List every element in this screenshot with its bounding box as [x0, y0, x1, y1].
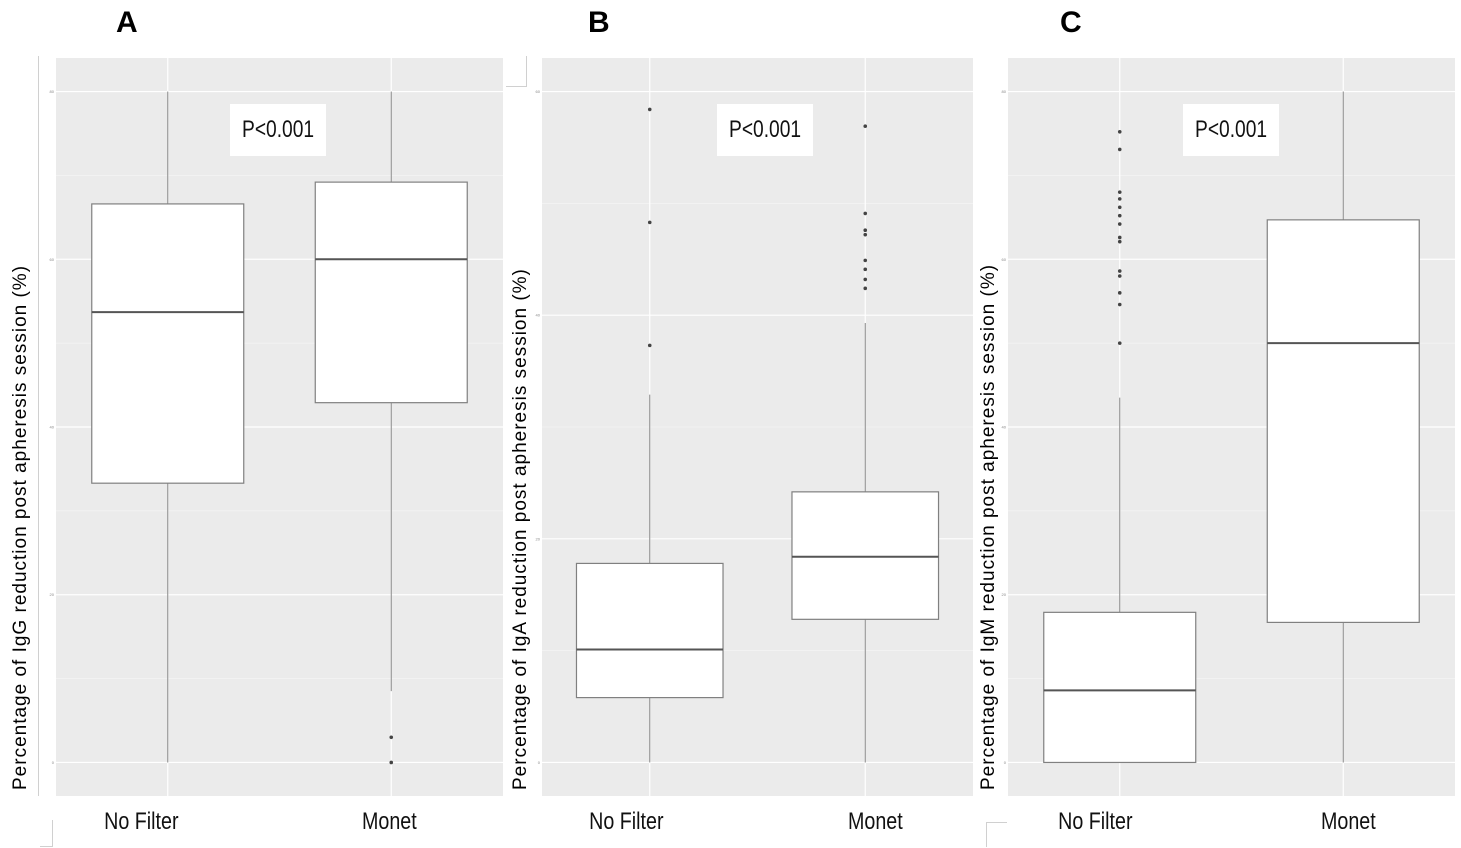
y-axis-label-b: Percentage of IgA reduction post apheres…: [510, 140, 532, 790]
y-tick-label-c-3: 60: [1002, 257, 1007, 262]
x-tick-no-filter-a: No Filter: [104, 808, 178, 836]
y-tick-label-b-1: 20: [536, 536, 541, 541]
box-a-0: [92, 204, 244, 483]
outlier-point-c-0-0: [1118, 341, 1122, 345]
box-a-1: [315, 182, 467, 403]
outlier-point-b-1-1: [863, 278, 867, 282]
outlier-point-b-0-2: [648, 108, 652, 112]
crop-edge-d: [986, 822, 1007, 847]
y-tick-label-c-2: 40: [1002, 425, 1007, 430]
crop-edge-c: [40, 820, 53, 847]
y-tick-label-a-2: 40: [50, 425, 55, 430]
outlier-point-c-0-12: [1118, 148, 1122, 152]
y-tick-label-c-1: 20: [1002, 592, 1007, 597]
x-tick-monet-b: Monet: [848, 808, 903, 836]
x-tick-monet-a: Monet: [362, 808, 417, 836]
outlier-point-b-1-2: [863, 268, 867, 272]
y-tick-label-a-1: 20: [50, 592, 55, 597]
y-tick-label-c-0: 0: [1004, 760, 1007, 765]
outlier-point-b-1-5: [863, 228, 867, 232]
y-tick-label-b-2: 40: [536, 313, 541, 318]
crop-edge-b: [506, 56, 527, 87]
outlier-point-b-1-4: [863, 233, 867, 237]
x-tick-monet-c: Monet: [1321, 808, 1376, 836]
p-value-b: P<0.001: [717, 104, 813, 156]
outlier-point-c-0-10: [1118, 197, 1122, 201]
outlier-point-c-0-5: [1118, 240, 1122, 244]
x-tick-no-filter-c: No Filter: [1058, 808, 1132, 836]
outlier-point-b-0-1: [648, 221, 652, 225]
panel-letter-c: C: [1060, 6, 1082, 40]
box-c-1: [1267, 220, 1419, 623]
outlier-point-c-0-9: [1118, 205, 1122, 209]
outlier-point-b-1-3: [863, 259, 867, 263]
y-tick-label-b-0: 0: [538, 760, 541, 765]
box-b-0: [576, 563, 723, 697]
y-axis-label-c: Percentage of IgM reduction post apheres…: [978, 264, 1000, 790]
y-tick-label-a-3: 60: [50, 257, 55, 262]
crop-edge-a: [38, 56, 39, 796]
panel-letter-b: B: [588, 6, 610, 40]
y-tick-label-c-4: 80: [1002, 89, 1007, 94]
outlier-point-c-0-6: [1118, 236, 1122, 240]
p-value-c: P<0.001: [1183, 104, 1279, 156]
outlier-point-c-0-3: [1118, 274, 1122, 278]
outlier-point-b-1-0: [863, 287, 867, 291]
y-tick-label-a-0: 0: [52, 760, 55, 765]
box-b-1: [792, 492, 939, 619]
y-tick-label-a-4: 80: [50, 89, 55, 94]
outlier-point-c-0-8: [1118, 214, 1122, 218]
y-tick-label-b-3: 60: [536, 89, 541, 94]
outlier-point-c-0-7: [1118, 222, 1122, 226]
outlier-point-c-0-1: [1118, 303, 1122, 307]
p-value-a-text: P<0.001: [242, 104, 314, 156]
outlier-point-c-0-13: [1118, 130, 1122, 134]
outlier-point-c-0-2: [1118, 291, 1122, 295]
outlier-point-a-1-1: [389, 761, 393, 765]
outlier-point-b-0-0: [648, 344, 652, 348]
outlier-point-b-1-7: [863, 124, 867, 128]
outlier-point-c-0-11: [1118, 190, 1122, 194]
p-value-a: P<0.001: [230, 104, 326, 156]
outlier-point-b-1-6: [863, 212, 867, 216]
y-axis-label-a: Percentage of IgG reduction post apheres…: [10, 265, 32, 790]
box-c-0: [1044, 612, 1196, 762]
p-value-c-text: P<0.001: [1195, 104, 1267, 156]
x-tick-no-filter-b: No Filter: [589, 808, 663, 836]
panel-letter-a: A: [116, 6, 138, 40]
outlier-point-c-0-4: [1118, 269, 1122, 273]
p-value-b-text: P<0.001: [729, 104, 801, 156]
outlier-point-a-1-0: [389, 735, 393, 739]
